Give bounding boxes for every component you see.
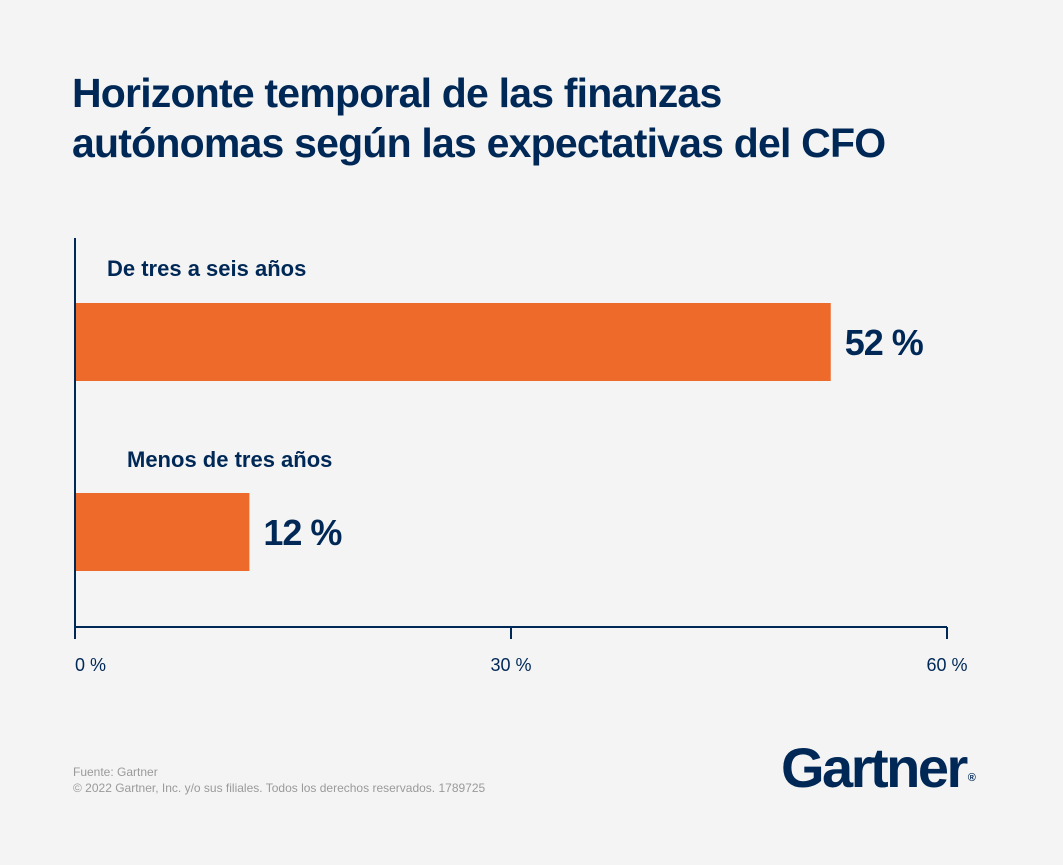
- gartner-logo: Gartner ®: [781, 736, 976, 816]
- x-tick-label-2: 30 %: [490, 655, 531, 675]
- bar-chart: De tres a seis años 52 % Menos de tres año…: [74, 238, 968, 675]
- footer: Fuente: Gartner © 2022 Gartner, Inc. y/o…: [73, 764, 485, 796]
- registered-mark: ®: [967, 772, 976, 784]
- chart-title: Horizonte temporal de las finanzas autón…: [72, 68, 1032, 168]
- x-tick-label-3: 60 %: [926, 655, 967, 675]
- copyright-note: © 2022 Gartner, Inc. y/o sus filiales. T…: [73, 781, 486, 795]
- bar-1: [75, 303, 831, 381]
- x-tick-label-1: 0 %: [75, 655, 106, 675]
- value-label-2: 12 %: [263, 512, 342, 553]
- category-label-2: Menos de tres años: [127, 447, 332, 472]
- bar-2: [75, 493, 250, 571]
- logo-wordmark: Gartner: [781, 736, 968, 799]
- chart-title-line-1: Horizonte temporal de las finanzas: [72, 70, 722, 116]
- value-label-1: 52 %: [845, 322, 924, 363]
- chart-title-line-2: autónomas según las expectativas del CFO: [72, 120, 886, 166]
- category-label-1: De tres a seis años: [107, 256, 306, 281]
- source-note: Fuente: Gartner: [73, 765, 158, 779]
